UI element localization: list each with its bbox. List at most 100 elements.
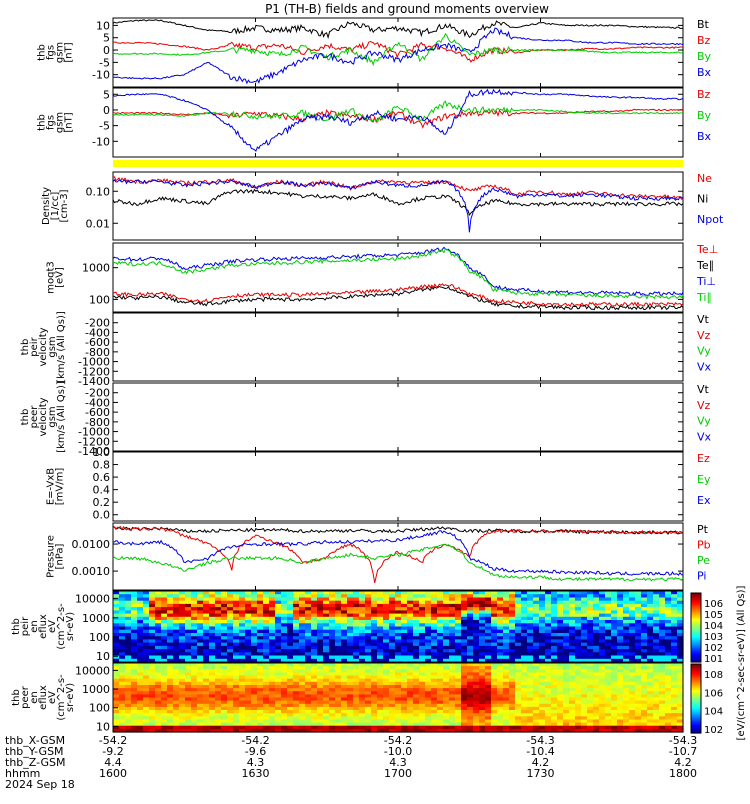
heatmap-cell — [293, 675, 300, 680]
heatmap-cell — [227, 620, 234, 624]
heatmap-cell — [485, 681, 492, 686]
series-black-line — [112, 188, 684, 216]
heatmap-cell — [527, 663, 534, 667]
heatmap-cell — [617, 675, 624, 680]
heatmap-cell — [245, 694, 252, 699]
heatmap-cell — [383, 691, 390, 695]
heatmap-cell — [641, 610, 648, 615]
heatmap-cell — [533, 719, 540, 724]
heatmap-cell — [287, 639, 294, 644]
heatmap-cell — [161, 710, 168, 714]
heatmap-cell — [593, 713, 600, 717]
heatmap-cell — [419, 666, 426, 670]
heatmap-cell — [395, 607, 402, 611]
heatmap-cell — [371, 603, 378, 608]
heatmap-cell — [389, 633, 396, 637]
heatmap-cell — [131, 616, 138, 621]
heatmap-cell — [437, 645, 444, 650]
heatmap-cell — [509, 597, 516, 602]
heatmap-cell — [263, 725, 270, 730]
heatmap-cell — [197, 645, 204, 650]
heatmap-cell — [143, 694, 150, 699]
heatmap-cell — [605, 728, 612, 733]
heatmap-cell — [485, 716, 492, 720]
heatmap-cell — [533, 663, 540, 667]
heatmap-cell — [461, 613, 468, 618]
heatmap-cell — [455, 600, 462, 605]
heatmap-cell — [323, 600, 330, 605]
heatmap-cell — [443, 591, 450, 595]
heatmap-cell — [437, 600, 444, 605]
heatmap-cell — [173, 697, 180, 702]
heatmap-cell — [335, 603, 342, 608]
heatmap-cell — [539, 629, 546, 634]
heatmap-cell — [305, 700, 312, 705]
heatmap-cell — [287, 663, 294, 667]
colorbar-electron — [691, 722, 701, 725]
heatmap-cell — [569, 675, 576, 680]
heatmap-cell — [575, 642, 582, 647]
colorbar-electron — [691, 727, 701, 731]
heatmap-cell — [629, 706, 636, 711]
heatmap-cell — [455, 597, 462, 602]
heatmap-cell — [455, 603, 462, 608]
heatmap-cell — [587, 597, 594, 602]
heatmap-cell — [113, 610, 120, 615]
heatmap-cell — [299, 672, 306, 677]
heatmap-cell — [233, 713, 240, 717]
heatmap-cell — [497, 694, 504, 699]
heatmap-cell — [311, 688, 318, 692]
heatmap-cell — [581, 639, 588, 644]
heatmap-cell — [233, 633, 240, 637]
heatmap-cell — [431, 669, 438, 673]
heatmap-cell — [299, 591, 306, 595]
heatmap-cell — [161, 663, 168, 667]
heatmap-cell — [455, 591, 462, 595]
heatmap-cell — [179, 642, 186, 647]
heatmap-cell — [317, 626, 324, 631]
heatmap-cell — [557, 691, 564, 695]
heatmap-cell — [239, 728, 246, 733]
heatmap-cell — [539, 607, 546, 611]
heatmap-cell — [251, 666, 258, 670]
heatmap-cell — [497, 675, 504, 680]
heatmap-cell — [215, 610, 222, 615]
heatmap-cell — [347, 607, 354, 611]
heatmap-cell — [197, 652, 204, 657]
heatmap-cell — [491, 666, 498, 670]
heatmap-cell — [443, 685, 450, 689]
heatmap-cell — [587, 703, 594, 708]
heatmap-cell — [503, 594, 510, 598]
heatmap-cell — [161, 700, 168, 705]
heatmap-cell — [497, 649, 504, 653]
heatmap-cell — [677, 700, 684, 705]
heatmap-cell — [635, 663, 642, 667]
heatmap-cell — [437, 672, 444, 677]
heatmap-cell — [209, 688, 216, 692]
heatmap-cell — [173, 728, 180, 733]
heatmap-cell — [167, 719, 174, 724]
heatmap-cell — [437, 685, 444, 689]
heatmap-cell — [257, 678, 264, 683]
heatmap-cell — [377, 594, 384, 598]
heatmap-cell — [347, 663, 354, 667]
heatmap-cell — [641, 623, 648, 628]
series-red-line — [112, 283, 684, 308]
heatmap-cell — [251, 719, 258, 724]
heatmap-cell — [293, 649, 300, 653]
heatmap-cell — [671, 666, 678, 670]
heatmap-cell — [317, 633, 324, 637]
heatmap-cell — [551, 713, 558, 717]
heatmap-cell — [341, 728, 348, 733]
heatmap-cell — [449, 629, 456, 634]
heatmap-cell — [305, 663, 312, 667]
heatmap-cell — [245, 716, 252, 720]
heatmap-cell — [137, 613, 144, 618]
heatmap-cell — [455, 607, 462, 611]
heatmap-cell — [263, 703, 270, 708]
heatmap-cell — [317, 613, 324, 618]
heatmap-cell — [161, 713, 168, 717]
heatmap-cell — [569, 603, 576, 608]
heatmap-cell — [137, 666, 144, 670]
heatmap-cell — [257, 603, 264, 608]
